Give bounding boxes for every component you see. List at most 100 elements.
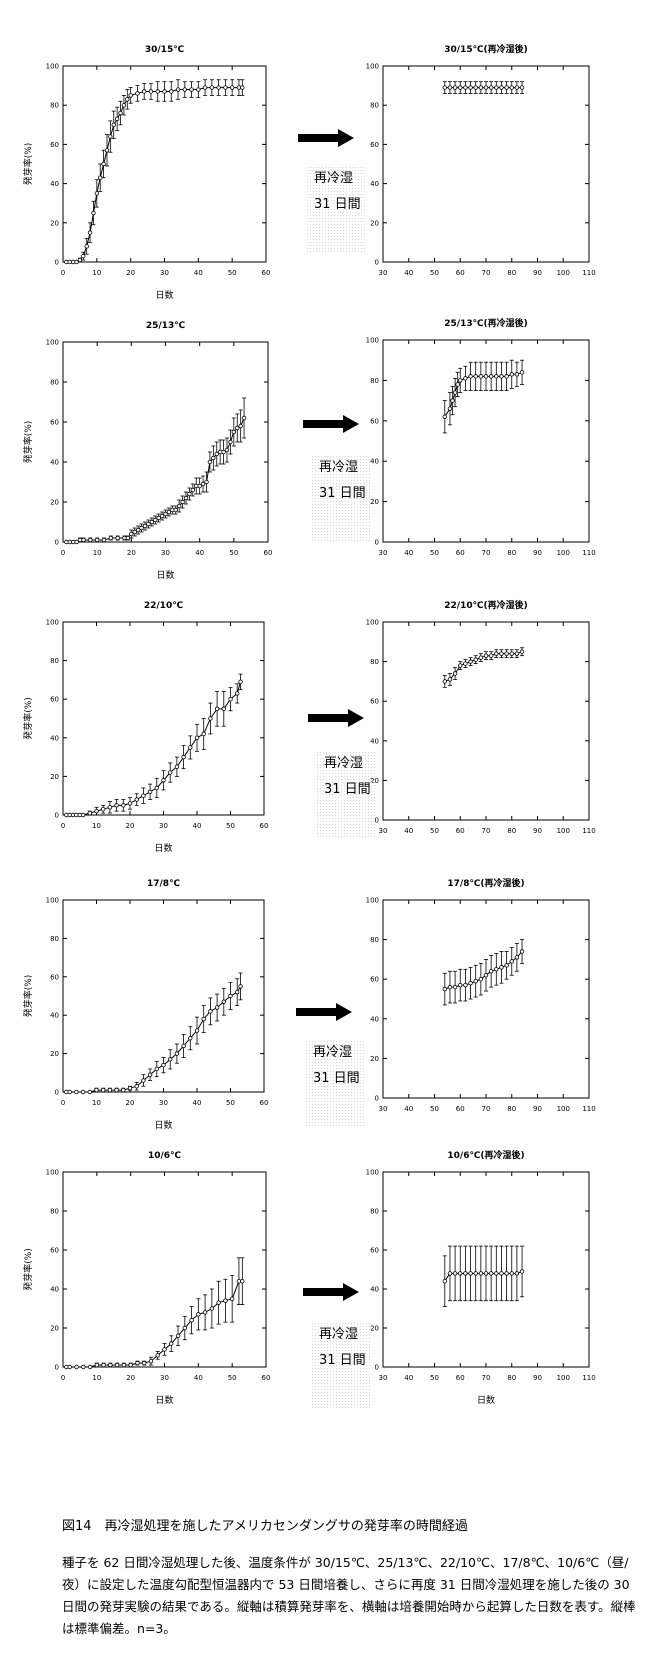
data-point <box>483 374 489 379</box>
data-point <box>200 481 206 487</box>
x-tick-label: 40 <box>193 1099 202 1107</box>
x-tick-label: 70 <box>482 827 491 835</box>
data-point <box>114 116 120 122</box>
data-point <box>100 1087 106 1093</box>
data-point <box>197 483 202 489</box>
y-tick-label: 60 <box>370 417 379 425</box>
y-tick-label: 0 <box>375 539 379 547</box>
x-tick-label: 0 <box>61 269 65 277</box>
y-tick-label: 80 <box>50 657 59 665</box>
data-point <box>81 1364 86 1370</box>
data-point <box>234 691 240 696</box>
data-point <box>468 1271 473 1276</box>
data-point <box>499 85 504 90</box>
x-tick-label: 30 <box>379 827 388 835</box>
arrow-icon <box>296 1003 352 1021</box>
data-point <box>111 122 116 127</box>
data-point <box>468 85 473 90</box>
x-tick-label: 40 <box>404 1105 413 1113</box>
data-point <box>229 85 235 90</box>
chart-title: 10/6℃(再冷湿後) <box>447 1149 524 1161</box>
data-point <box>114 803 119 808</box>
series-line <box>444 951 523 990</box>
data-point <box>190 487 196 493</box>
y-tick-label: 0 <box>375 1364 379 1372</box>
data-point <box>80 1089 86 1095</box>
data-point <box>201 731 206 737</box>
data-point <box>167 770 173 775</box>
arrow-label-2: 再冷湿 31 日間 <box>311 455 371 543</box>
x-tick-label: 60 <box>264 549 273 557</box>
data-point <box>135 527 141 533</box>
series-line <box>444 1271 523 1282</box>
y-tick-label: 100 <box>366 1169 379 1177</box>
y-tick-label: 40 <box>50 1286 59 1294</box>
x-tick-label: 40 <box>194 269 203 277</box>
data-point <box>155 89 160 94</box>
y-tick-label: 20 <box>370 498 379 506</box>
data-point <box>127 801 133 806</box>
x-tick-label: 30 <box>379 269 388 277</box>
data-point <box>167 1057 173 1062</box>
data-point <box>519 370 525 375</box>
x-tick-label: 30 <box>159 822 168 830</box>
data-point <box>107 1087 113 1093</box>
data-point <box>519 649 525 654</box>
x-tick-label: 30 <box>379 549 388 557</box>
x-tick-label: 60 <box>456 1105 465 1113</box>
data-point <box>202 1310 208 1315</box>
data-point <box>94 191 100 196</box>
x-tick-label: 50 <box>430 1105 439 1113</box>
series-line <box>444 651 523 682</box>
arrow-label-line1: 再冷湿 <box>313 1045 353 1060</box>
data-point <box>125 97 130 102</box>
data-point <box>473 978 478 984</box>
data-point <box>494 1271 499 1276</box>
x-tick-label: 60 <box>456 827 465 835</box>
series-line <box>66 986 241 1093</box>
x-tick-label: 70 <box>482 549 491 557</box>
data-point <box>204 479 209 485</box>
data-point <box>127 1085 133 1091</box>
y-tick-label: 100 <box>46 339 59 347</box>
x-tick-label: 0 <box>61 549 65 557</box>
y-tick-label: 80 <box>370 1208 379 1216</box>
data-point <box>509 959 514 964</box>
data-point <box>148 1358 154 1364</box>
y-axis-label: 発芽率(%) <box>22 421 34 464</box>
x-tick-label: 30 <box>379 1374 388 1382</box>
y-tick-label: 80 <box>50 102 59 110</box>
data-point <box>216 85 221 90</box>
data-point <box>169 1341 174 1346</box>
x-tick-label: 20 <box>127 549 136 557</box>
data-point <box>221 449 226 455</box>
y-tick-label: 20 <box>50 1050 59 1058</box>
data-point <box>188 745 193 750</box>
data-point <box>468 659 473 664</box>
data-point <box>74 259 79 265</box>
data-point <box>174 764 180 769</box>
chart-title: 22/10℃(再冷湿後) <box>444 599 527 611</box>
data-point <box>77 257 83 263</box>
y-tick-label: 80 <box>50 935 59 943</box>
data-point <box>155 1353 160 1358</box>
data-point <box>104 148 110 153</box>
x-tick-label: 10 <box>92 1374 101 1382</box>
x-tick-label: 50 <box>229 549 238 557</box>
arrow-icon <box>298 129 354 147</box>
data-point <box>94 808 99 814</box>
data-point <box>519 1269 525 1274</box>
data-point <box>463 376 468 381</box>
data-point <box>161 778 166 783</box>
plot-frame <box>382 65 590 263</box>
data-point <box>488 374 494 379</box>
data-point <box>129 531 134 537</box>
x-tick-label: 50 <box>228 1374 237 1382</box>
data-point <box>154 1066 159 1072</box>
data-point <box>189 87 194 92</box>
y-tick-label: 80 <box>370 936 379 944</box>
x-tick-label: 80 <box>507 1105 516 1113</box>
data-point <box>87 1364 93 1370</box>
data-point <box>447 677 453 682</box>
data-point <box>87 810 92 816</box>
